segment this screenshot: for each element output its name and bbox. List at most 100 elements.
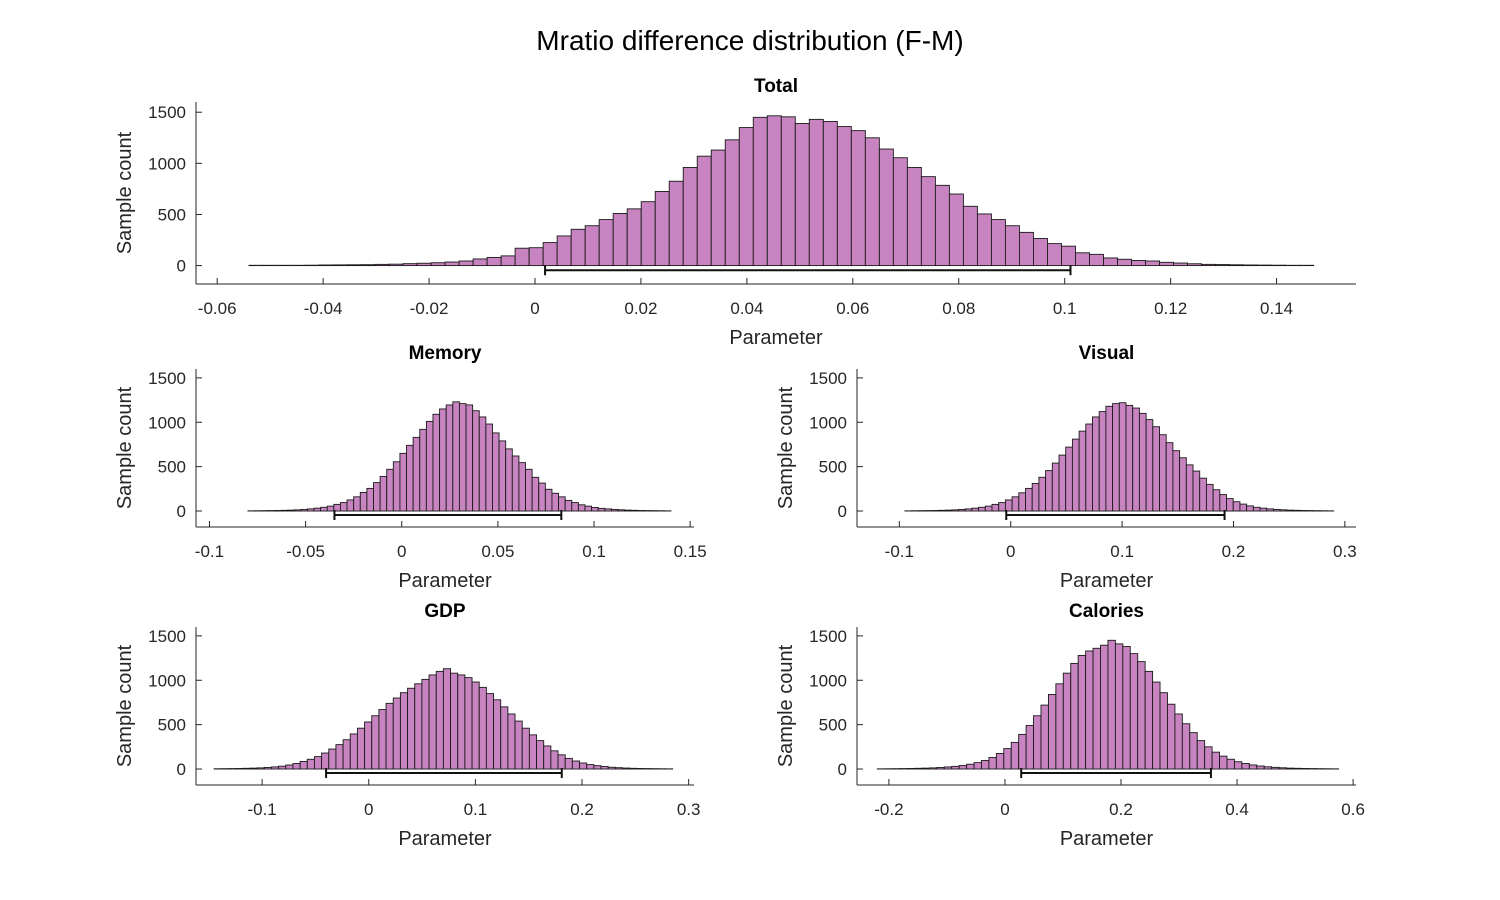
hist-bar bbox=[1055, 683, 1064, 770]
x-tick-label: 0.08 bbox=[942, 299, 975, 318]
hist-bar bbox=[1051, 462, 1060, 512]
hist-bar bbox=[472, 410, 480, 512]
hist-bar bbox=[906, 768, 915, 770]
hist-bar bbox=[1040, 704, 1049, 770]
hist-bar bbox=[464, 677, 473, 770]
hist-bar bbox=[485, 423, 493, 512]
hist-bar bbox=[629, 767, 638, 770]
hist-bar bbox=[1033, 715, 1042, 770]
hist-bar bbox=[373, 482, 381, 512]
x-tick-label: 0 bbox=[364, 800, 373, 819]
hist-bar bbox=[485, 693, 495, 770]
hist-bar bbox=[425, 420, 434, 512]
hist-bar bbox=[278, 765, 287, 770]
hist-bar bbox=[1243, 264, 1259, 267]
hist-bar bbox=[586, 764, 595, 770]
x-tick-label: 0.04 bbox=[730, 299, 763, 318]
hist-bar bbox=[543, 745, 552, 770]
x-tick-label: -0.06 bbox=[198, 299, 237, 318]
hist-bar bbox=[359, 491, 368, 512]
hist-bar bbox=[600, 766, 609, 770]
hist-bar bbox=[1047, 243, 1062, 267]
hist-bar bbox=[550, 750, 559, 770]
hist-bar bbox=[528, 734, 537, 770]
hist-bar bbox=[991, 503, 1000, 512]
x-tick-label: 0.1 bbox=[1053, 299, 1077, 318]
hist-bar bbox=[346, 264, 362, 267]
y-axis-label: Sample count bbox=[775, 644, 797, 767]
hist-bar bbox=[428, 674, 437, 770]
hist-bar bbox=[514, 247, 530, 267]
hist-bar bbox=[1299, 510, 1308, 512]
hist-bar bbox=[1122, 646, 1131, 770]
hist-bar bbox=[1241, 763, 1250, 770]
hist-bar bbox=[1172, 450, 1181, 512]
hist-bar bbox=[1152, 426, 1160, 512]
y-tick-label: 500 bbox=[158, 205, 186, 224]
hist-bar bbox=[287, 509, 295, 512]
hist-bar bbox=[313, 756, 323, 770]
y-tick-label: 0 bbox=[838, 760, 847, 779]
hist-bar bbox=[1205, 483, 1214, 512]
hist-bar bbox=[1219, 755, 1228, 770]
hist-bar bbox=[1105, 405, 1114, 512]
hist-bar bbox=[892, 157, 908, 267]
hist-bar bbox=[263, 766, 272, 770]
hist-bar bbox=[378, 709, 387, 770]
hist-bar bbox=[1047, 694, 1057, 770]
hist-bar bbox=[514, 720, 523, 770]
hist-bar bbox=[1215, 264, 1231, 267]
hist-bar bbox=[1010, 741, 1020, 770]
hist-bar bbox=[1032, 238, 1048, 267]
hist-bar bbox=[399, 452, 407, 512]
hist-bar bbox=[626, 208, 642, 267]
hist-bar bbox=[1300, 768, 1310, 770]
hist-bar bbox=[591, 507, 599, 512]
hist-bar bbox=[402, 263, 418, 267]
hist-bar bbox=[1103, 257, 1118, 267]
hist-bar bbox=[558, 496, 566, 512]
y-tick-label: 1000 bbox=[148, 671, 186, 690]
hist-bar bbox=[630, 509, 639, 512]
hist-bar bbox=[518, 462, 526, 512]
x-tick-label: -0.1 bbox=[195, 542, 224, 561]
hist-bar bbox=[1004, 225, 1020, 267]
hist-bar bbox=[696, 155, 712, 267]
hist-bar bbox=[564, 757, 573, 770]
figure-title: Mratio difference distribution (F-M) bbox=[536, 25, 963, 56]
hist-bar bbox=[392, 461, 401, 512]
hist-bar bbox=[1248, 764, 1258, 770]
hist-bar bbox=[256, 767, 265, 770]
hist-bar bbox=[551, 492, 560, 512]
hist-bar bbox=[976, 213, 992, 267]
subplot-title: Calories bbox=[1069, 601, 1144, 622]
hist-bar bbox=[780, 116, 796, 267]
hist-bar bbox=[320, 506, 328, 512]
x-tick-label: 0.15 bbox=[674, 542, 707, 561]
hist-bar bbox=[1132, 407, 1140, 512]
hist-bar bbox=[1179, 457, 1187, 512]
hist-bar bbox=[293, 509, 302, 512]
hist-bar bbox=[556, 235, 572, 267]
hist-bar bbox=[1137, 661, 1146, 770]
hist-bar bbox=[1263, 766, 1273, 770]
hist-bar bbox=[416, 262, 432, 267]
hist-bar bbox=[1233, 761, 1243, 770]
x-tick-label: 0 bbox=[1006, 542, 1015, 561]
x-tick-label: 0 bbox=[397, 542, 406, 561]
hist-bar bbox=[544, 488, 553, 512]
hist-bar bbox=[321, 752, 330, 770]
x-axis-label: Parameter bbox=[398, 570, 492, 592]
hist-bar bbox=[1131, 260, 1146, 267]
hist-bar bbox=[386, 468, 394, 512]
hist-bar bbox=[318, 264, 334, 267]
hist-bar bbox=[752, 116, 768, 267]
hist-bar bbox=[1167, 703, 1176, 770]
y-tick-label: 0 bbox=[177, 760, 186, 779]
hist-bar bbox=[1185, 464, 1194, 512]
hist-bar bbox=[507, 713, 516, 770]
hist-bar bbox=[364, 721, 373, 770]
hist-bar bbox=[1252, 506, 1261, 512]
hist-bar bbox=[340, 502, 348, 512]
